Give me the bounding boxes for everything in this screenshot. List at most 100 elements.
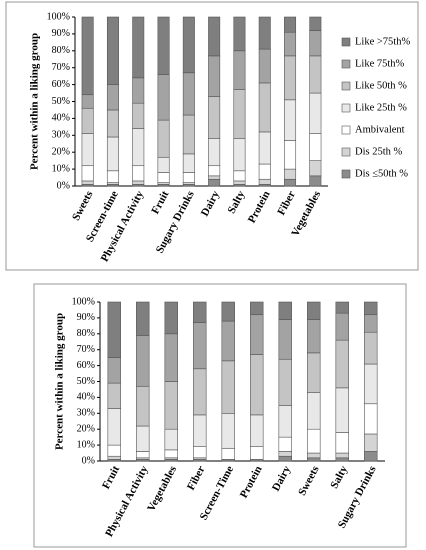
bar-segment <box>278 451 292 457</box>
bar-segment <box>208 178 221 187</box>
bar-segment <box>164 381 178 430</box>
bar-segment <box>364 451 378 462</box>
bar-segment <box>136 451 150 459</box>
bar-segment <box>364 301 378 316</box>
legend-swatch <box>341 147 351 157</box>
bar-segment <box>107 408 121 446</box>
bar-segment <box>284 168 297 180</box>
bar-segment <box>309 175 322 187</box>
bar-segment <box>284 140 297 170</box>
bar-segment <box>164 301 178 335</box>
bar-segment <box>208 175 221 180</box>
bar-segment <box>221 301 235 322</box>
legend-label: Like 25th % <box>355 102 407 113</box>
bar-segment <box>364 403 378 435</box>
bar-segment <box>132 165 145 182</box>
legend-label: Dis 25th % <box>355 146 403 157</box>
y-tick-label: 70% <box>52 62 70 73</box>
bar-segment <box>258 16 271 50</box>
y-tick-label: 70% <box>77 344 95 355</box>
bar-segment <box>278 319 292 360</box>
bar-segment <box>157 74 170 121</box>
bar-segment <box>307 392 321 430</box>
bar-segment <box>182 172 195 183</box>
bar-segment <box>193 322 207 370</box>
bar-segment <box>182 72 195 116</box>
y-tick-label: 60% <box>52 79 70 90</box>
bar-segment <box>208 165 221 177</box>
bar-segment <box>284 55 297 101</box>
bar-segment <box>136 301 150 336</box>
x-tick-label: Protein <box>246 189 273 225</box>
legend-label: Like 75th% <box>355 58 405 69</box>
bar-segment <box>193 368 207 416</box>
y-tick-label: 50% <box>52 96 70 107</box>
bar-segment <box>284 31 297 57</box>
bar-segment <box>309 160 322 177</box>
x-tick-label: Sweets <box>70 188 96 222</box>
bar-segment <box>233 138 246 172</box>
chart-frame <box>5 1 419 271</box>
bar-segment <box>335 301 349 314</box>
bar-segment <box>157 156 170 173</box>
x-tick-label: Fruit <box>100 464 122 492</box>
bar-segment <box>364 331 378 365</box>
bar-segment <box>307 452 321 459</box>
y-tick-label: 50% <box>77 376 95 387</box>
y-tick-label: 20% <box>77 423 95 434</box>
bar-segment <box>278 405 292 438</box>
bar-segment <box>208 96 221 139</box>
bar-segment <box>278 455 292 462</box>
y-tick-label: 30% <box>52 130 70 141</box>
bar-segment <box>81 107 94 134</box>
y-tick-label: 0% <box>82 455 95 466</box>
bar-segment <box>309 30 322 57</box>
legend-label: Dis ≤50th % <box>355 168 408 179</box>
bar-segment <box>278 301 292 320</box>
bar-segment <box>81 133 94 167</box>
bar-segment <box>278 358 292 406</box>
bar-segment <box>284 99 297 141</box>
bar-segment <box>258 178 271 185</box>
bar-segment <box>182 153 195 173</box>
bar-segment <box>307 428 321 454</box>
bar-segment <box>221 447 235 460</box>
bar-segment <box>309 55 322 94</box>
y-tick-label: 40% <box>77 392 95 403</box>
y-axis-title: Percent within a liking group <box>29 33 41 170</box>
bar-segment <box>157 172 170 183</box>
bar-segment <box>335 452 349 459</box>
bar-segment <box>106 170 119 183</box>
x-tick-label: Salty <box>328 464 350 491</box>
bar-segment <box>221 412 235 449</box>
bar-segment <box>307 457 321 462</box>
bar-segment <box>106 136 119 172</box>
bar-segment <box>106 84 119 111</box>
bar-segment <box>221 320 235 362</box>
bar-segment <box>284 16 297 33</box>
x-tick-label: Fiber <box>275 189 298 217</box>
bar-segment <box>208 55 221 97</box>
bar-segment <box>107 301 121 358</box>
bar-segment <box>258 131 271 165</box>
bar-segment <box>335 312 349 341</box>
y-tick-label: 20% <box>52 146 70 157</box>
bar-segment <box>364 314 378 333</box>
y-tick-label: 80% <box>77 328 95 339</box>
y-tick-label: 80% <box>52 45 70 56</box>
x-tick-label: Dairy <box>270 464 293 494</box>
x-tick-label: Salty <box>226 189 248 216</box>
bar-segment <box>157 119 170 158</box>
y-tick-label: 10% <box>77 439 95 450</box>
bar-segment <box>250 301 264 316</box>
bar-segment <box>250 446 264 460</box>
legend-swatch <box>341 103 351 113</box>
bar-segment <box>233 50 246 90</box>
bar-segment <box>107 357 121 384</box>
bar-segment <box>164 428 178 451</box>
y-tick-label: 60% <box>77 360 95 371</box>
bar-segment <box>193 414 207 447</box>
bar-segment <box>106 16 119 85</box>
bar-segment <box>132 102 145 129</box>
